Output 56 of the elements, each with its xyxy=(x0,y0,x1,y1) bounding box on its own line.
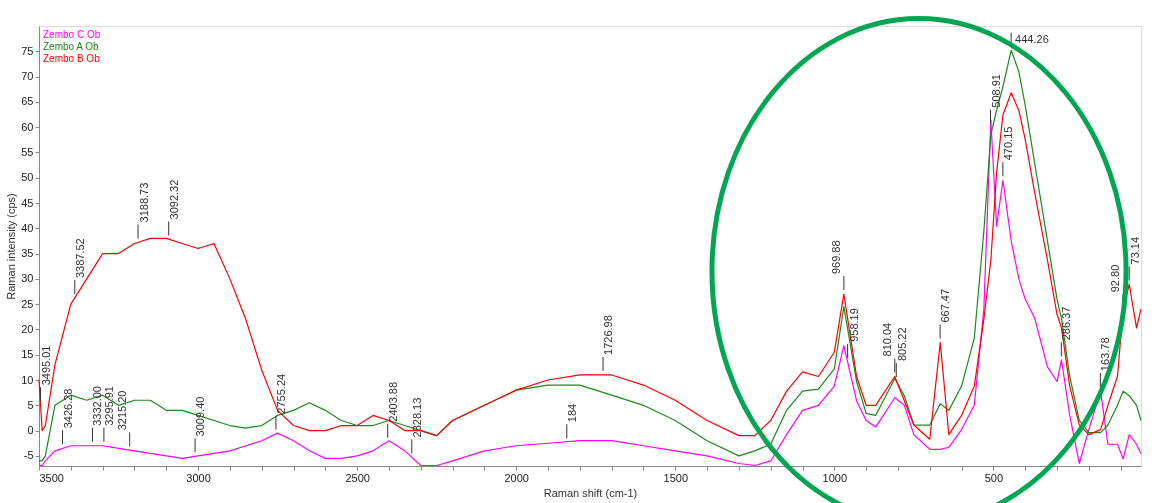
y-tick-label: 15 xyxy=(21,348,34,361)
y-tick-label: 30 xyxy=(21,272,34,285)
text: Zembo B Ob xyxy=(43,53,101,64)
annotation: 3009.40 xyxy=(194,396,207,437)
y-tick-label: 45 xyxy=(21,196,34,209)
annotation: 3295.91 xyxy=(102,386,115,426)
line-series xyxy=(38,49,1142,462)
annotation: 3495.01 xyxy=(39,345,52,386)
annotation: 3092.32 xyxy=(167,179,180,220)
annotation: 444.26 xyxy=(1015,32,1049,45)
annotation: 508.91 xyxy=(989,74,1002,108)
y-tick-label: 0 xyxy=(27,424,34,437)
annotation: 3332.00 xyxy=(91,386,104,426)
x-tick-label: 2000 xyxy=(504,471,529,484)
text: Zembo A Ob xyxy=(43,41,100,52)
y-tick-label: -5 xyxy=(23,449,34,462)
annotation: 2755.24 xyxy=(274,373,287,414)
y-tick-label: 40 xyxy=(21,221,34,234)
annotation: 3188.73 xyxy=(138,182,151,223)
annotation: 2328.13 xyxy=(410,397,423,438)
x-tick-label: 1500 xyxy=(663,471,688,484)
annotation: 2403.88 xyxy=(386,381,399,422)
y-tick-label: 55 xyxy=(21,145,34,158)
annotation: 3426.28 xyxy=(61,388,74,429)
annotation: 92.80 xyxy=(1108,264,1121,293)
x-tick-label: 3000 xyxy=(186,471,211,484)
annotation: 810.04 xyxy=(880,322,893,357)
y-tick-label: 75 xyxy=(21,44,34,57)
y-tick-label: 60 xyxy=(21,120,34,133)
x-axis-title: Raman shift (cm-1) xyxy=(543,486,638,499)
y-tick-label: 50 xyxy=(21,171,34,184)
annotation: 470.15 xyxy=(1001,126,1014,161)
annotation: 163.78 xyxy=(1099,337,1112,372)
annotation: 667.47 xyxy=(939,288,952,323)
x-tick-label: 2500 xyxy=(345,471,370,484)
y-tick-label: 70 xyxy=(21,70,34,83)
annotation: 1726.98 xyxy=(602,315,615,355)
text: Zembo C Ob xyxy=(43,29,101,40)
y-tick-label: 25 xyxy=(21,297,34,310)
y-tick-label: 20 xyxy=(21,322,34,335)
x-tick-label: 1000 xyxy=(822,471,848,484)
annotation: 3215.20 xyxy=(115,390,128,431)
annotation: 286.37 xyxy=(1060,306,1073,341)
annotation: 73.14 xyxy=(1129,236,1142,265)
y-tick-label: 65 xyxy=(21,95,34,108)
y-axis-title: Raman intensity (cps) xyxy=(5,193,18,300)
y-tick-label: 10 xyxy=(21,373,34,386)
y-tick-label: 5 xyxy=(27,398,34,411)
y-tick-label: 35 xyxy=(21,247,34,260)
annotation: 805.22 xyxy=(896,327,909,362)
annotation: 3387.52 xyxy=(73,238,86,279)
annotation: 184 xyxy=(565,403,578,423)
x-tick-label: 500 xyxy=(984,471,1004,484)
annotation: 969.88 xyxy=(829,240,842,275)
x-tick-label: 3500 xyxy=(39,471,64,484)
annotation: 958.19 xyxy=(847,308,860,342)
